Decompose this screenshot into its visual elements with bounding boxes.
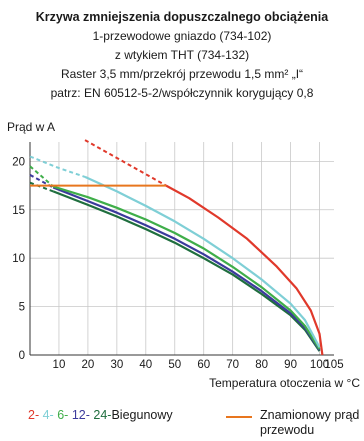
legend-pole-6: 6- xyxy=(57,408,69,422)
y-tick-label-5: 5 xyxy=(19,302,25,314)
series-24-line xyxy=(52,190,321,352)
x-tick-label-30: 30 xyxy=(110,359,123,371)
chart-series xyxy=(29,139,324,356)
x-tick-label-20: 20 xyxy=(82,359,95,371)
y-tick-label-15: 15 xyxy=(12,205,25,217)
x-tick-label-60: 60 xyxy=(197,359,210,371)
x-tick-label-80: 80 xyxy=(255,359,268,371)
series-2-line xyxy=(165,184,324,356)
y-tick-label-0: 0 xyxy=(19,350,25,362)
y-axis-label: Prąd w A xyxy=(7,120,55,134)
y-tick-label-10: 10 xyxy=(12,253,25,265)
legend-pole-2: 2- xyxy=(28,408,40,422)
chart-title: Krzywa zmniejszenia dopuszczalnego obcią… xyxy=(35,10,329,24)
chart-subtitle-line-1: 1-przewodowe gniazdo (734-102) xyxy=(92,29,272,43)
legend-pole-12: 12- xyxy=(71,408,90,422)
legend-rated-current-swatch xyxy=(226,416,252,418)
x-tick-label-90: 90 xyxy=(284,359,297,371)
legend-pole-4: 4- xyxy=(42,408,54,422)
series-6-extrapolated-line xyxy=(29,165,54,188)
legend-pole-24: 24- xyxy=(93,408,112,422)
chart-subtitle-line-3: Raster 3,5 mm/przekrój przewodu 1,5 mm² … xyxy=(60,67,304,81)
legend-rated-current: Znamionowy prąd przewodu xyxy=(226,408,364,438)
chart-subtitle-line-2: z wtykiem THT (734-132) xyxy=(114,48,250,62)
x-tick-label-10: 10 xyxy=(53,359,66,371)
chart-subtitle-line-4: patrz: EN 60512-5-2/współczynnik koryguj… xyxy=(50,86,314,100)
x-tick-label-105: 105 xyxy=(324,359,343,371)
legend-rated-current-label: Znamionowy prąd przewodu xyxy=(260,408,360,437)
series-12-line xyxy=(52,186,321,351)
series-4-extrapolated-line xyxy=(29,155,86,178)
x-tick-label-40: 40 xyxy=(139,359,152,371)
x-axis-label: Temperatura otoczenia w °C xyxy=(209,376,360,390)
legend-poles: 2- 4- 6- 12- 24-Biegunowy xyxy=(28,408,173,423)
chart-grid xyxy=(30,142,334,355)
chart-header: Krzywa zmniejszenia dopuszczalnego obcią… xyxy=(0,8,364,103)
series-6-line xyxy=(52,185,321,350)
legend-poles-suffix: Biegunowy xyxy=(111,408,173,422)
y-tick-label-20: 20 xyxy=(12,156,25,168)
series-2-extrapolated-line xyxy=(84,139,167,187)
chart-axes xyxy=(29,142,334,356)
x-tick-label-100: 100 xyxy=(310,359,329,371)
x-tick-label-50: 50 xyxy=(168,359,181,371)
series-24-extrapolated-line xyxy=(29,181,54,193)
x-tick-label-70: 70 xyxy=(226,359,239,371)
series-4-line xyxy=(84,175,321,348)
